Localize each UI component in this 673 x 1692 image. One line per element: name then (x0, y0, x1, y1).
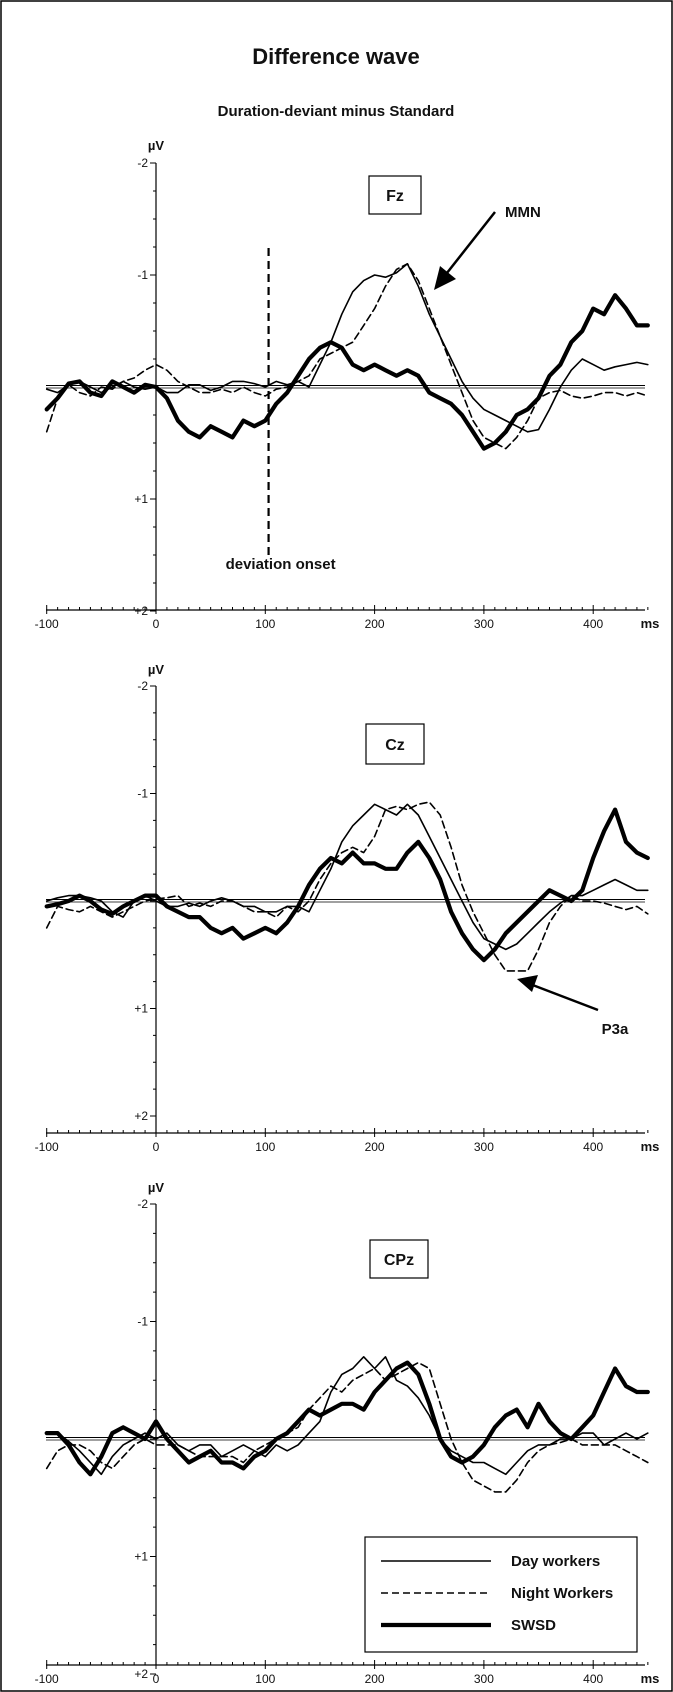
x-tick-label-fz: 400 (583, 617, 603, 631)
mmn-label: MMN (505, 204, 541, 221)
legend-label-night-workers: Night Workers (511, 1585, 613, 1602)
legend: Day workers Night Workers SWSD (364, 1536, 638, 1653)
y-tick-label-cpz: -2 (137, 1197, 148, 1211)
electrode-label-cz: Cz (385, 737, 405, 754)
series-line-cz-swsd (44, 807, 650, 963)
series-line-fz-swsd (44, 293, 650, 451)
x-unit-label-cpz: ms (641, 1671, 660, 1686)
x-tick-label-cz: 300 (474, 1140, 494, 1154)
y-tick-label-cz: +2 (134, 1109, 148, 1123)
x-tick-label-cpz: 200 (365, 1672, 385, 1686)
series-line-fz-night-workers (45, 263, 649, 450)
x-tick-label-cz: 100 (255, 1140, 275, 1154)
x-unit-label-fz: ms (641, 616, 660, 631)
deviation-onset-label: deviation onset (226, 556, 336, 573)
legend-label-swsd: SWSD (511, 1617, 556, 1634)
y-unit-label-fz: µV (148, 138, 164, 153)
y-tick-label-fz: +1 (134, 492, 148, 506)
x-tick-label-cpz: 300 (474, 1672, 494, 1686)
series-line-fz-day-workers (45, 263, 649, 433)
panels: -100 0 100 200 300 400 ms-2-1+1+2µVFzMMNdeviat… (35, 138, 660, 1686)
p3a-label: P3a (602, 1021, 629, 1038)
legend-box (364, 1536, 638, 1653)
figure-subtitle: Duration-deviant minus Standard (218, 103, 455, 120)
x-tick-label-fz: 0 (153, 617, 160, 631)
x-tick-label-fz: 300 (474, 617, 494, 631)
y-tick-label-cz: +1 (134, 1002, 148, 1016)
series-line-cz-night-workers (45, 801, 649, 972)
x-tick-label-cz: 400 (583, 1140, 603, 1154)
electrode-label-fz: Fz (386, 188, 404, 205)
y-tick-label-cpz: -1 (137, 1315, 148, 1329)
mmn-arrow-head (434, 266, 456, 290)
x-tick-label-cpz: 100 (255, 1672, 275, 1686)
y-tick-label-fz: -1 (137, 268, 148, 282)
panel-fz: -100 0 100 200 300 400 ms -2 -1 +1 +2 µV Fz MMN deviat… (35, 138, 660, 631)
x-tick-label-cpz: -100 (35, 1672, 59, 1686)
y-unit-label-cpz: µV (148, 1180, 164, 1195)
x-tick-label-fz: -100 (35, 617, 59, 631)
x-tick-label-fz: 100 (255, 617, 275, 631)
panel-cz: -100 0 100 200 300 400 ms -2 -1 +1 +2 µV Cz P3a (35, 662, 660, 1154)
y-tick-label-cz: -1 (137, 787, 148, 801)
y-tick-label-cpz: +1 (134, 1550, 148, 1564)
electrode-box-fz (368, 175, 422, 215)
x-unit-label-cz: ms (641, 1139, 660, 1154)
legend-label-day-workers: Day workers (511, 1553, 600, 1570)
y-unit-label-cz: µV (148, 662, 164, 677)
x-tick-label-cz: -100 (35, 1140, 59, 1154)
p3a-arrow-shaft (529, 982, 599, 1012)
x-tick-label-cpz: 400 (583, 1672, 603, 1686)
x-tick-label-cpz: 0 (153, 1672, 160, 1686)
p3a-arrow-head (517, 975, 538, 992)
x-tick-label-cz: 200 (365, 1140, 385, 1154)
y-tick-label-cpz: +2 (134, 1667, 148, 1681)
y-tick-label-fz: -2 (137, 156, 148, 170)
x-tick-label-fz: 200 (365, 617, 385, 631)
series-line-cpz-swsd (44, 1360, 650, 1477)
electrode-label-cpz: CPz (384, 1252, 414, 1269)
y-tick-label-fz: +2 (134, 604, 148, 618)
y-tick-label-cz: -2 (137, 679, 148, 693)
electrode-box-cpz (369, 1239, 429, 1279)
x-tick-label-cz: 0 (153, 1140, 160, 1154)
electrode-box-cz (365, 723, 425, 765)
panel-cpz: -100 0 100 200 300 400 ms -2 -1 +1 +2 µV CPz (35, 1180, 660, 1686)
figure-title: Difference wave (252, 44, 420, 69)
mmn-arrow-shaft (442, 211, 496, 279)
